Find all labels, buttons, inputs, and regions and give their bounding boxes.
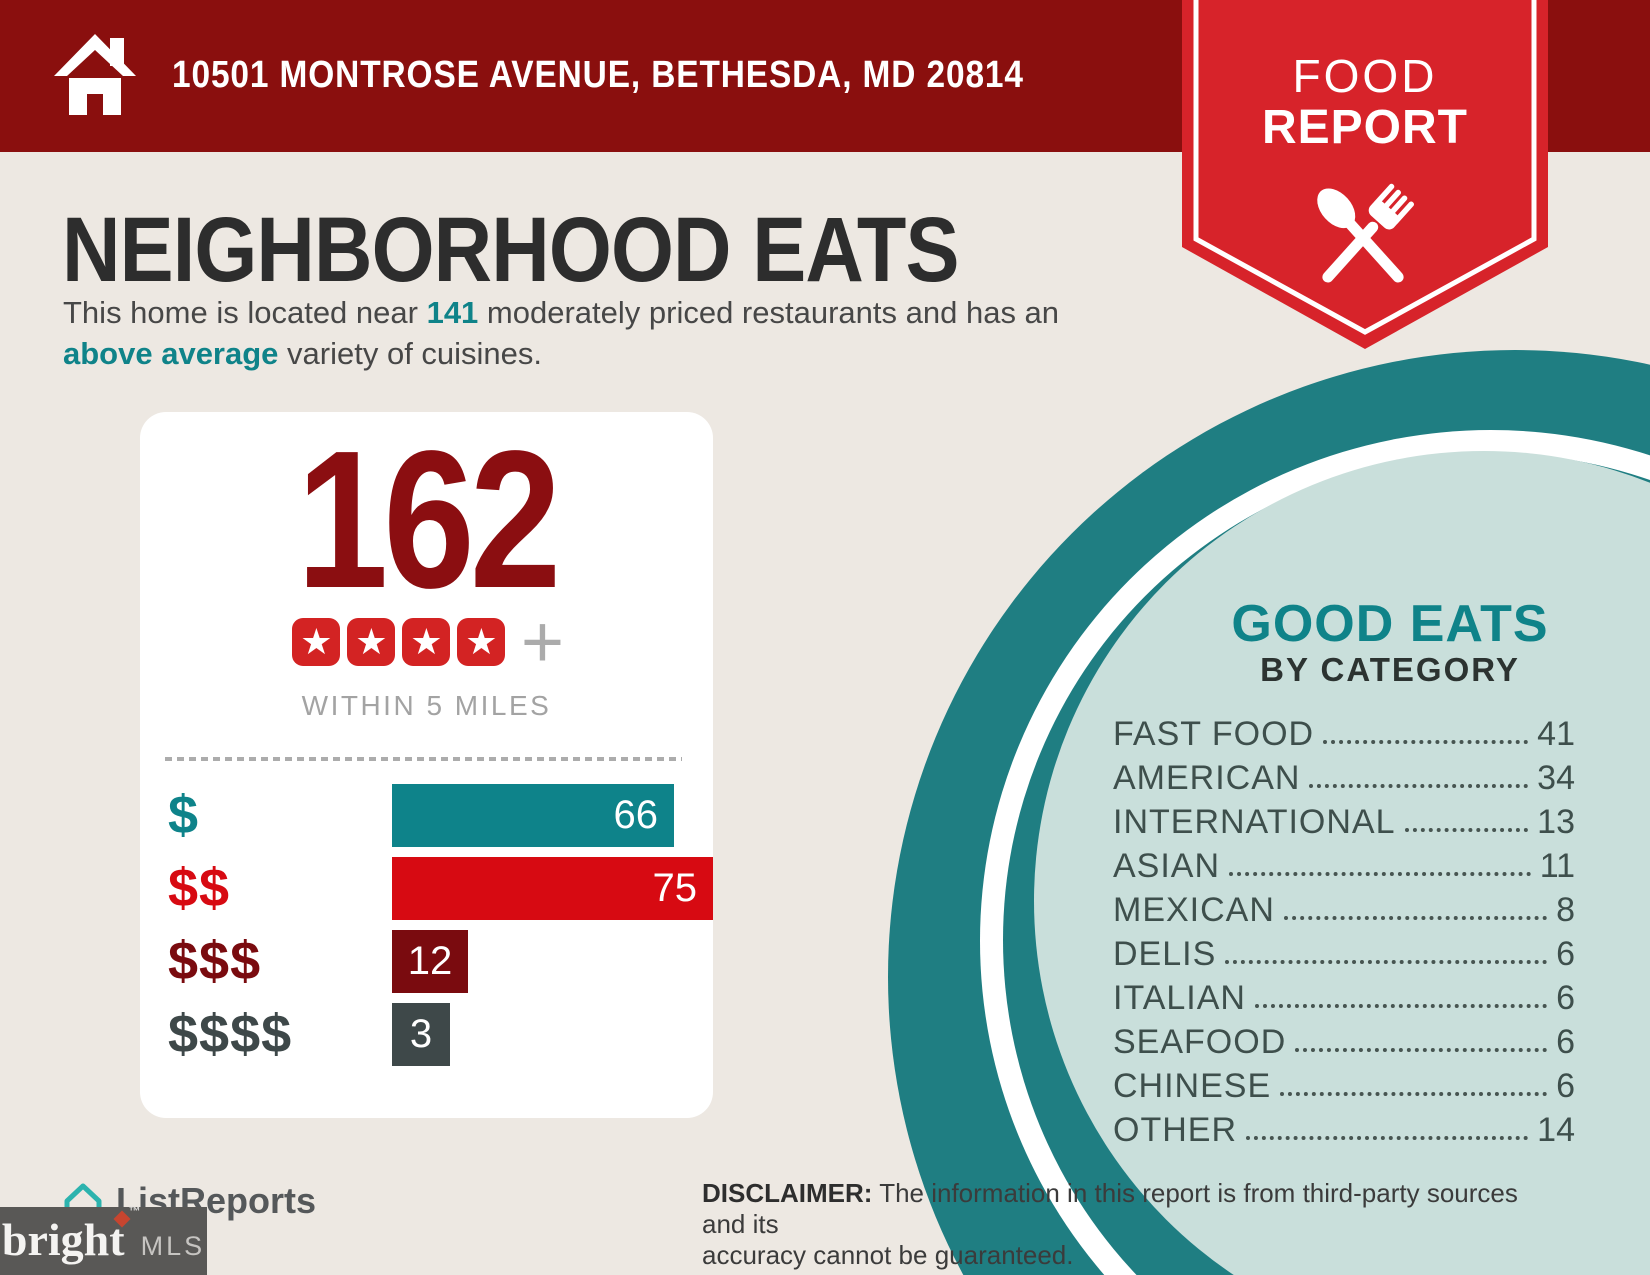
dotted-leader [1225, 960, 1548, 964]
category-value: 41 [1537, 715, 1575, 753]
price-level-label: $$$$ [168, 1004, 293, 1064]
price-bar-row: $$$ 12 [168, 930, 713, 993]
total-restaurants-count: 162 [296, 410, 562, 629]
category-value: 34 [1537, 759, 1575, 797]
category-label: ITALIAN [1113, 979, 1246, 1017]
category-row: DELIS 6 [1113, 930, 1575, 974]
category-list: FAST FOOD 41 AMERICAN 34 INTERNATIONAL 13 ASIA… [1113, 710, 1575, 1150]
category-label: FAST FOOD [1113, 715, 1315, 753]
category-value: 14 [1537, 1111, 1575, 1149]
category-label: INTERNATIONAL [1113, 803, 1396, 841]
price-bar-value: 12 [407, 939, 453, 983]
price-bar: 75 [392, 857, 713, 920]
price-bar-value: 75 [652, 866, 698, 910]
dotted-leader [1309, 784, 1529, 788]
trademark-symbol: ™ [128, 1204, 141, 1218]
dotted-leader [1323, 740, 1529, 744]
restaurant-summary-card: 162 ★ ★ ★ ★ + WITHIN 5 MILES $66 $$ 75 $$$ 12 $$$… [140, 412, 713, 1118]
ribbon-inner-border [1193, 0, 1537, 335]
category-row: OTHER 14 [1113, 1106, 1575, 1150]
circle-interior [1034, 451, 1650, 1275]
property-address: 10501 MONTROSE AVENUE, BETHESDA, MD 2081… [172, 54, 1024, 96]
category-label: DELIS [1113, 935, 1217, 973]
category-value: 8 [1556, 891, 1575, 929]
price-bar-value: 3 [409, 1012, 433, 1056]
price-level-label: $ [168, 785, 200, 845]
intro-post: variety of cuisines. [278, 336, 543, 371]
ribbon-title-line2: REPORT [1262, 101, 1468, 154]
dotted-leader [1295, 1048, 1548, 1052]
home-icon [54, 34, 136, 115]
plus-icon: + [520, 600, 565, 683]
category-label: MEXICAN [1113, 891, 1275, 929]
star-icon: ★ [292, 618, 341, 666]
good-eats-subtitle: BY CATEGORY [1260, 651, 1520, 688]
disclaimer-label: DISCLAIMER: [702, 1178, 873, 1208]
price-bar: 66 [392, 784, 674, 847]
bright-mls-logo: bright ™ MLS [0, 1204, 207, 1275]
disclaimer-line1: DISCLAIMER: The information in this repo… [702, 1178, 1518, 1239]
intro-text: This home is located near 141 moderately… [63, 292, 1103, 374]
category-value: 6 [1556, 979, 1575, 1017]
category-value: 6 [1556, 935, 1575, 973]
intro-pre: This home is located near [63, 295, 427, 330]
price-bar-row: $$$$ 3 [168, 1003, 713, 1066]
good-eats-title: GOOD EATS [1231, 595, 1549, 653]
price-level-label: $$$ [168, 931, 262, 991]
disclaimer-line2: accuracy cannot be guaranteed. [702, 1240, 1074, 1270]
category-value: 6 [1556, 1067, 1575, 1105]
category-label: ASIAN [1113, 847, 1221, 885]
disclaimer: DISCLAIMER: The information in this repo… [702, 1178, 1562, 1271]
dotted-leader [1280, 1092, 1548, 1096]
ribbon-title-line1: FOOD [1293, 50, 1438, 102]
bright-wordmark: bright ™ [1, 1204, 141, 1265]
star-icon: ★ [402, 618, 451, 666]
dotted-leader [1246, 1136, 1529, 1140]
category-row: ITALIAN 6 [1113, 974, 1575, 1018]
page-title: NEIGHBORHOOD EATS [62, 199, 960, 301]
dotted-leader [1404, 828, 1529, 832]
category-row: INTERNATIONAL 13 [1113, 798, 1575, 842]
star-icon: ★ [457, 618, 506, 666]
category-label: SEAFOOD [1113, 1023, 1287, 1061]
price-bar-row: $$ 75 [168, 857, 713, 920]
crossed-spoon-fork-icon [1317, 183, 1415, 283]
price-bar-row: $66 [168, 784, 713, 847]
intro-count: 141 [426, 295, 479, 330]
category-value: 6 [1556, 1023, 1575, 1061]
category-label: OTHER [1113, 1111, 1237, 1149]
category-row: ASIAN 11 [1113, 842, 1575, 886]
price-level-bar-chart: $66 $$ 75 $$$ 12 $$$$ 3 [168, 784, 713, 1076]
price-bar: 12 [392, 930, 468, 993]
category-value: 13 [1537, 803, 1575, 841]
mls-wordmark: MLS [140, 1231, 206, 1261]
intro-mid: moderately priced restaurants and has an [478, 295, 1060, 330]
food-report-ribbon: FOOD REPORT [1182, 0, 1548, 349]
star-rating: ★ ★ ★ ★ + [140, 600, 713, 683]
category-row: AMERICAN 34 [1113, 754, 1575, 798]
price-bar: 3 [392, 1003, 450, 1066]
price-bar-value: 66 [613, 793, 659, 837]
category-value: 11 [1539, 847, 1575, 885]
dotted-leader [1229, 872, 1531, 876]
category-label: AMERICAN [1113, 759, 1301, 797]
dotted-leader [1283, 916, 1548, 920]
category-row: CHINESE 6 [1113, 1062, 1575, 1106]
price-level-label: $$ [168, 858, 231, 918]
category-label: CHINESE [1113, 1067, 1272, 1105]
star-icon: ★ [347, 618, 396, 666]
radius-label: WITHIN 5 MILES [301, 690, 552, 721]
category-row: FAST FOOD 41 [1113, 710, 1575, 754]
dotted-leader [1254, 1004, 1548, 1008]
category-row: SEAFOOD 6 [1113, 1018, 1575, 1062]
dashed-divider [165, 757, 682, 761]
ribbon-shape [1182, 0, 1548, 349]
category-row: MEXICAN 8 [1113, 886, 1575, 930]
intro-highlight: above average [63, 336, 279, 371]
